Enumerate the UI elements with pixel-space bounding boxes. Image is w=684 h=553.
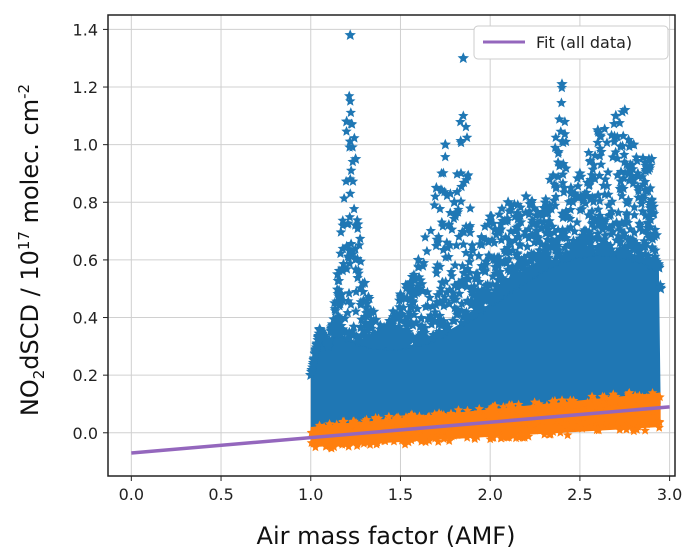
y-ticks: 0.0 0.2 0.4 0.6 0.8 1.0 1.2 1.4 <box>73 20 108 443</box>
x-tick-label-5: 2.5 <box>567 485 592 504</box>
legend: Fit (all data) <box>473 25 669 60</box>
y-tick-label-1: 0.2 <box>73 366 98 385</box>
legend-fit-label: Fit (all data) <box>536 33 632 52</box>
x-tick-label-4: 2.0 <box>477 485 502 504</box>
blue-dense-region <box>310 252 661 439</box>
y-tick-label-3: 0.6 <box>73 251 98 270</box>
x-ticks: 0.0 0.5 1.0 1.5 2.0 2.5 3.0 <box>119 476 682 504</box>
x-tick-label-3: 1.5 <box>388 485 413 504</box>
x-tick-label-1: 0.5 <box>208 485 233 504</box>
y-label-sub-2: 2 <box>30 370 48 380</box>
x-tick-label-2: 1.0 <box>298 485 323 504</box>
orange-star-points <box>306 387 665 453</box>
x-tick-label-6: 3.0 <box>657 485 682 504</box>
y-label-sup-minus-2: -2 <box>15 84 33 99</box>
y-label-sup-17: 17 <box>15 231 33 250</box>
y-tick-label-0: 0.0 <box>73 424 98 443</box>
fit-line <box>131 405 670 455</box>
y-tick-label-5: 1.0 <box>73 136 98 155</box>
blue-band <box>305 29 667 439</box>
y-label-no: NO <box>16 379 44 416</box>
y-label-dscd: dSCD / 10 <box>16 250 44 370</box>
x-tick-label-0: 0.0 <box>119 485 144 504</box>
x-axis-label: Air mass factor (AMF) <box>257 522 516 550</box>
y-tick-label-2: 0.4 <box>73 309 98 328</box>
y-tick-label-6: 1.2 <box>73 78 98 97</box>
plot-frame <box>107 14 676 477</box>
legend-box <box>473 25 669 60</box>
y-tick-label-7: 1.4 <box>73 20 98 39</box>
y-label-molec: molec. cm <box>16 99 44 231</box>
y-tick-label-4: 0.8 <box>73 193 98 212</box>
y-axis-label: NO2dSCD / 1017 molec. cm-2 <box>15 84 48 416</box>
fit-line-path <box>131 405 670 455</box>
orange-band <box>306 387 665 453</box>
